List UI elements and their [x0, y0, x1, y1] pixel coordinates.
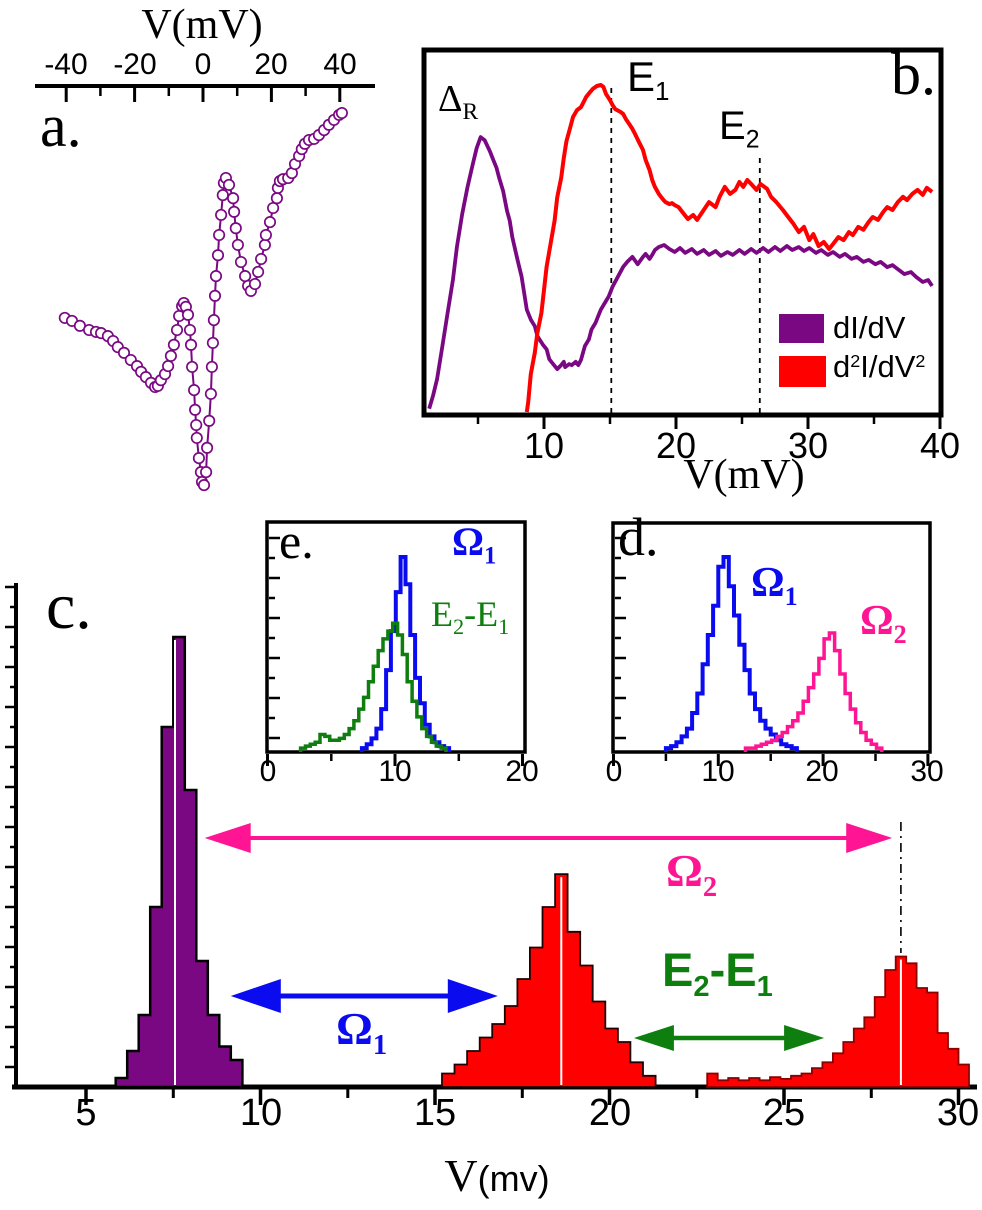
omega1-base: Ω: [336, 1003, 373, 1054]
omega2-sub: 2: [702, 871, 718, 903]
panel-c-xlabel: V(mv): [444, 1152, 549, 1199]
panel-b-xlabel: V(mV): [683, 452, 805, 498]
panel-c-xlabel-unit: (mv): [477, 1158, 550, 1199]
omega1-sub: 1: [372, 1029, 388, 1061]
delta-r-base: Δ: [438, 78, 463, 120]
panel-a-letter: a.: [40, 93, 82, 159]
panel-b-graphics: [421, 47, 944, 429]
inset-e-e2e1-label: E2-E1: [431, 594, 509, 637]
inset-e-omega1-label: Ω1: [452, 519, 496, 569]
panel-a-tick-40: 40: [323, 48, 357, 81]
panel-a-tick-20: 20: [254, 48, 288, 81]
inset-d-omega1-base: Ω: [751, 560, 785, 606]
inset-e-e2e1-p1: 2: [453, 613, 465, 639]
panel-a-tick-0: 0: [194, 48, 212, 81]
inset-d-tick-0: 0: [605, 755, 623, 788]
e1-sub: 1: [655, 76, 670, 107]
panel-c-tick-10: 10: [239, 1092, 283, 1134]
e2e1-p0: E: [662, 943, 694, 996]
panel-a-tick--40: -40: [44, 48, 88, 81]
inset-e-e2e1-p3: 1: [498, 613, 510, 639]
inset-e-tick-0: 0: [259, 755, 277, 788]
e2-sub: 2: [745, 126, 760, 154]
inset-e-omega1-base: Ω: [452, 519, 485, 564]
panel-c-tick-30: 30: [936, 1092, 980, 1134]
e2-e1-arrow-label: E2-E1: [662, 943, 773, 1002]
inset-d-omega2-label: Ω2: [860, 598, 907, 648]
omega1-arrow-label: Ω1: [336, 1003, 387, 1060]
inset-e-e2e1-p2: -E: [464, 594, 499, 634]
panel-c-tick-5: 5: [75, 1092, 97, 1134]
e2e1-p1: 2: [693, 971, 710, 1004]
inset-d-omega1-label: Ω1: [751, 560, 798, 610]
inset-d-omega2-base: Ω: [860, 598, 894, 644]
omega2-base: Ω: [666, 845, 703, 896]
inset-d-letter: d.: [618, 507, 659, 567]
inset-e-letter: e.: [279, 513, 314, 569]
legend-d2-p1: 2: [850, 351, 861, 372]
inset-e-graphics: [265, 520, 527, 766]
inset-d-tick-30: 30: [910, 755, 944, 788]
legend-label-d2idv2: d2I/dV2: [833, 351, 925, 382]
delta-r-label: ΔR: [438, 78, 478, 124]
panel-c-letter: c.: [46, 570, 92, 643]
panel-b-tick-20: 20: [655, 425, 697, 466]
delta-r-sub: R: [462, 99, 479, 126]
inset-d-graphics: [611, 521, 932, 766]
e2-base: E: [719, 104, 746, 148]
inset-d-omega1-sub: 1: [784, 582, 798, 612]
inset-e-tick-10: 10: [378, 755, 412, 788]
panel-c-tick-25: 25: [762, 1092, 806, 1134]
panel-c-graphics: [5, 583, 977, 1105]
panel-b-tick-30: 30: [787, 425, 829, 466]
inset-d-tick-20: 20: [805, 755, 839, 788]
panel-b-letter: b.: [891, 41, 936, 107]
e1-base: E: [627, 53, 656, 100]
legend-d2-p0: d: [833, 349, 851, 384]
e1-label: E1: [627, 53, 670, 105]
e2-label: E2: [719, 104, 759, 153]
legend-label-didv: dI/dV: [833, 310, 906, 345]
panel-b-tick-40: 40: [919, 425, 961, 466]
panel-a-tick--20: -20: [113, 48, 157, 81]
inset-d-tick-10: 10: [701, 755, 735, 788]
legend-d2-p2: I/dV: [860, 349, 916, 384]
inset-e-tick-20: 20: [505, 755, 539, 788]
panel-a-title: V(mV): [141, 2, 263, 48]
panel-a-graphics: [35, 84, 375, 492]
panel-c-tick-15: 15: [413, 1092, 457, 1134]
panel-c-tick-20: 20: [588, 1092, 632, 1134]
inset-e-e2e1-p0: E: [431, 594, 453, 634]
panel-b-tick-10: 10: [523, 425, 565, 466]
omega2-arrow-label: Ω2: [666, 845, 717, 902]
e2e1-p3: 1: [756, 971, 773, 1004]
e2e1-p2: -E: [709, 943, 757, 996]
inset-e-omega1-sub: 1: [484, 542, 497, 570]
panel-c-xlabel-v: V: [444, 1150, 478, 1201]
inset-d-omega2-sub: 2: [893, 620, 907, 650]
legend-d2-p3: 2: [915, 351, 926, 372]
